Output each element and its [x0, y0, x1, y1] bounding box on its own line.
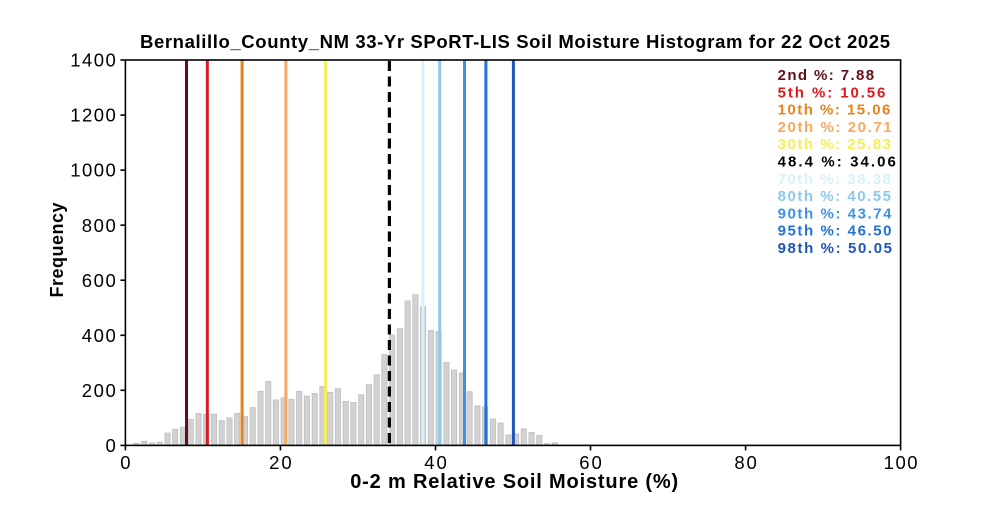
- svg-text:90th %: 43.74: 90th %: 43.74: [778, 205, 893, 222]
- svg-text:5th %: 10.56: 5th %: 10.56: [778, 84, 886, 101]
- svg-text:2nd %: 7.88: 2nd %: 7.88: [778, 67, 875, 84]
- svg-text:1400: 1400: [70, 50, 116, 71]
- svg-text:10th %: 15.06: 10th %: 15.06: [778, 102, 891, 119]
- svg-text:200: 200: [82, 380, 116, 401]
- svg-text:80: 80: [734, 452, 757, 473]
- svg-text:1200: 1200: [70, 105, 116, 126]
- svg-text:48.4 %: 34.06: 48.4 %: 34.06: [778, 154, 896, 171]
- svg-text:600: 600: [82, 270, 116, 291]
- svg-text:30th %: 25.83: 30th %: 25.83: [778, 136, 891, 153]
- svg-text:100: 100: [884, 452, 918, 473]
- svg-text:70th %: 38.38: 70th %: 38.38: [778, 171, 891, 188]
- svg-text:800: 800: [82, 215, 116, 236]
- svg-text:40: 40: [424, 452, 447, 473]
- svg-text:400: 400: [82, 325, 116, 346]
- svg-text:20: 20: [269, 452, 292, 473]
- svg-text:1000: 1000: [70, 160, 116, 181]
- svg-text:20th %: 20.71: 20th %: 20.71: [778, 119, 892, 136]
- svg-text:0-2 m Relative Soil Moisture (: 0-2 m Relative Soil Moisture (%): [350, 471, 678, 493]
- svg-text:60: 60: [579, 452, 602, 473]
- svg-text:Bernalillo_County_NM 33-Yr SPo: Bernalillo_County_NM 33-Yr SPoRT-LIS Soi…: [140, 31, 890, 52]
- svg-text:80th %: 40.55: 80th %: 40.55: [778, 188, 891, 205]
- svg-text:95th %: 46.50: 95th %: 46.50: [778, 223, 892, 240]
- svg-text:0: 0: [106, 435, 116, 456]
- svg-text:0: 0: [120, 452, 130, 473]
- svg-text:Frequency: Frequency: [47, 203, 67, 298]
- svg-text:98th %: 50.05: 98th %: 50.05: [778, 240, 892, 257]
